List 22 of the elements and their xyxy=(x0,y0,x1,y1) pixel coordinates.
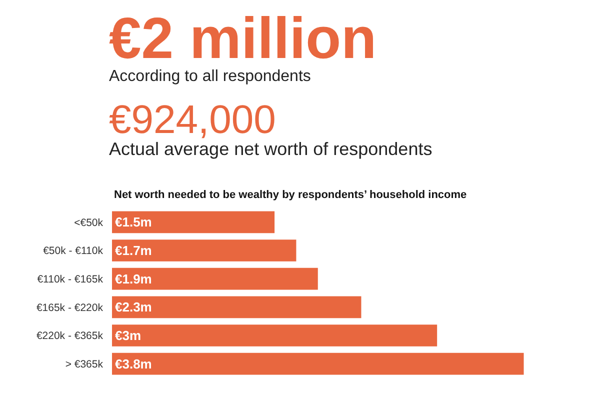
bar xyxy=(112,352,524,375)
y-tick-label: <€50k xyxy=(74,216,104,229)
y-tick-label: €50k - €110k xyxy=(43,245,104,258)
text: Actual average net worth of respondents xyxy=(109,139,432,159)
y-tick-label: €110k - €165k xyxy=(37,274,104,286)
data-label: €3m xyxy=(115,328,142,343)
data-label: €1.9m xyxy=(115,271,152,286)
data-label: €1.7m xyxy=(115,243,152,258)
bar xyxy=(112,268,318,290)
y-tick-label: €220k - €365k xyxy=(36,330,104,342)
data-label: €2.3m xyxy=(115,300,152,315)
y-tick-label: €165k - €220k xyxy=(36,302,104,314)
data-label: €1.5m xyxy=(115,214,152,230)
data-label: €3.8m xyxy=(115,356,152,372)
bar xyxy=(112,211,275,234)
text: According to all respondents xyxy=(109,68,311,85)
bar xyxy=(112,324,438,346)
chart-title: Net worth needed to be wealthy by respondents’ household income xyxy=(114,189,467,201)
y-tick-label: > €365k xyxy=(65,358,104,371)
text: €924,000 xyxy=(109,98,276,142)
bar xyxy=(112,240,296,262)
bar xyxy=(112,296,362,318)
